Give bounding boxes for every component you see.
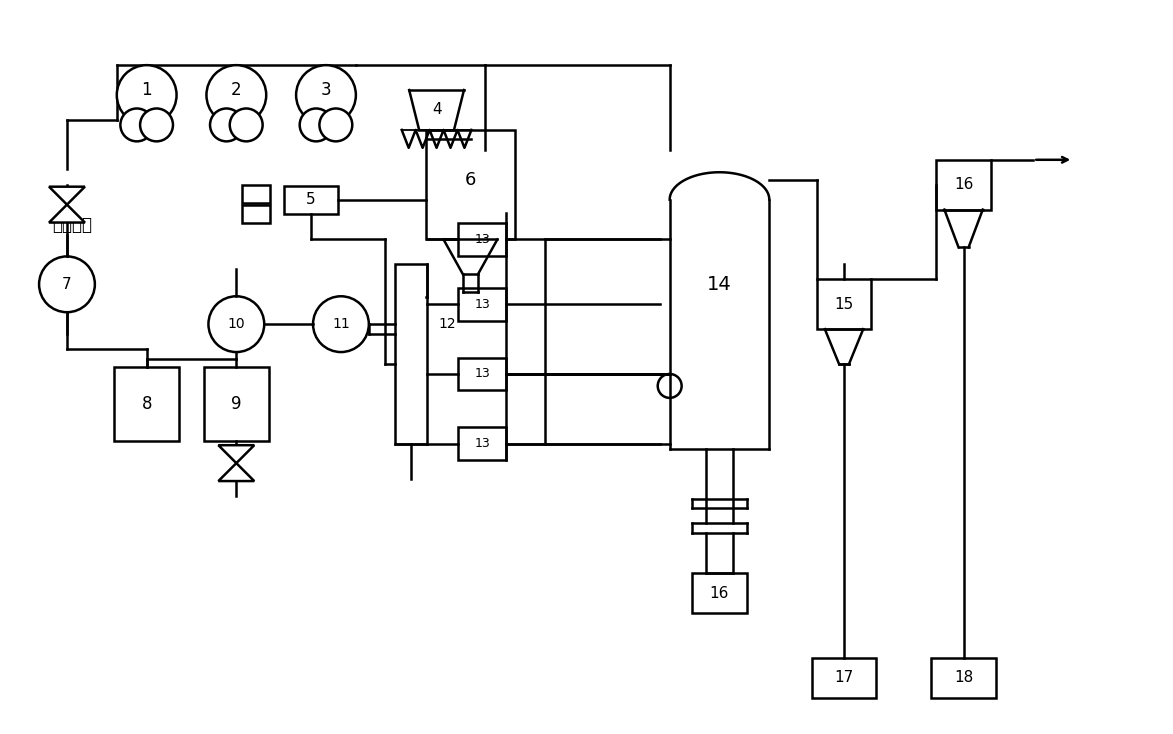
Circle shape — [117, 65, 177, 125]
Circle shape — [206, 65, 266, 125]
Circle shape — [140, 109, 172, 142]
Bar — [395, 264, 427, 444]
Circle shape — [210, 109, 243, 142]
Bar — [816, 280, 872, 329]
Text: 10: 10 — [228, 317, 245, 331]
Bar — [426, 130, 515, 239]
Circle shape — [121, 109, 154, 142]
Polygon shape — [218, 446, 255, 463]
Text: 13: 13 — [475, 233, 490, 246]
Bar — [459, 223, 507, 256]
Text: 13: 13 — [475, 368, 490, 380]
Text: 18: 18 — [954, 670, 974, 686]
Bar — [204, 366, 269, 441]
Bar — [692, 573, 747, 613]
Bar — [242, 185, 270, 203]
Text: 9: 9 — [231, 395, 242, 413]
Text: 2: 2 — [231, 81, 242, 99]
Text: 4: 4 — [432, 103, 441, 117]
Text: 3: 3 — [320, 81, 331, 99]
Text: 压缩空气: 压缩空气 — [52, 216, 91, 233]
Text: 5: 5 — [306, 192, 316, 207]
Circle shape — [319, 109, 352, 142]
Polygon shape — [49, 205, 84, 222]
Bar — [284, 186, 339, 214]
Bar — [242, 205, 270, 222]
Text: 16: 16 — [710, 586, 730, 600]
Text: 15: 15 — [834, 297, 854, 312]
Bar — [936, 160, 991, 210]
Bar — [459, 357, 507, 390]
Polygon shape — [49, 186, 84, 205]
Text: 7: 7 — [62, 277, 72, 292]
Circle shape — [230, 109, 263, 142]
Polygon shape — [218, 463, 255, 481]
Text: 16: 16 — [954, 177, 974, 192]
Circle shape — [296, 65, 355, 125]
Text: 17: 17 — [834, 670, 854, 686]
Text: 11: 11 — [332, 317, 350, 331]
Circle shape — [313, 297, 368, 352]
Bar — [459, 288, 507, 321]
Bar — [812, 658, 876, 698]
Text: 8: 8 — [142, 395, 152, 413]
Text: 6: 6 — [465, 171, 476, 189]
Text: 14: 14 — [707, 275, 732, 294]
Circle shape — [39, 256, 95, 312]
Bar — [459, 427, 507, 460]
Text: 1: 1 — [142, 81, 152, 99]
Bar — [931, 658, 996, 698]
Circle shape — [299, 109, 333, 142]
Circle shape — [209, 297, 264, 352]
Text: 13: 13 — [475, 437, 490, 450]
Text: 12: 12 — [439, 317, 456, 331]
Text: 13: 13 — [475, 298, 490, 310]
Bar — [114, 366, 179, 441]
